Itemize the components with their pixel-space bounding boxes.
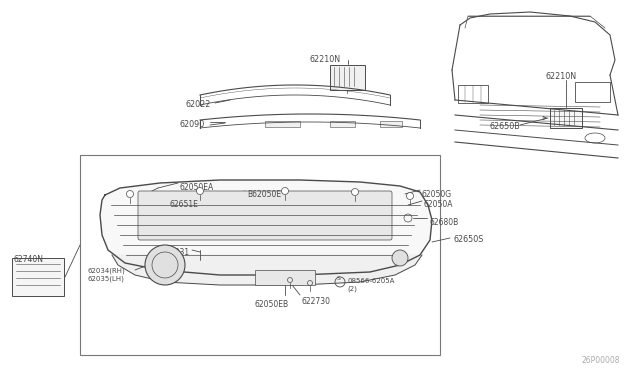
Text: 622730: 622730 — [302, 297, 331, 306]
Text: 62050A: 62050A — [424, 200, 454, 209]
Text: 62050EB: 62050EB — [255, 300, 289, 309]
Bar — [255, 270, 315, 285]
Text: S: S — [337, 276, 341, 280]
Text: 62210N: 62210N — [545, 72, 576, 81]
Bar — [265, 121, 300, 127]
Bar — [330, 121, 355, 127]
Text: 62650S: 62650S — [453, 235, 483, 244]
Circle shape — [282, 187, 289, 195]
Circle shape — [351, 189, 358, 196]
Bar — [458, 85, 488, 103]
Text: 62050G: 62050G — [422, 190, 452, 199]
Bar — [12, 258, 64, 296]
Text: 62740N: 62740N — [14, 255, 44, 264]
Polygon shape — [100, 180, 432, 275]
Circle shape — [406, 192, 413, 199]
Text: 62090: 62090 — [180, 120, 205, 129]
Text: 62651E: 62651E — [170, 200, 199, 209]
Circle shape — [392, 250, 408, 266]
Text: 62650B: 62650B — [490, 122, 521, 131]
Text: 62034(RH): 62034(RH) — [88, 268, 125, 275]
Bar — [550, 108, 582, 128]
Bar — [575, 82, 610, 102]
Circle shape — [127, 190, 134, 198]
Text: B62050E: B62050E — [247, 190, 281, 199]
Circle shape — [145, 245, 185, 285]
Text: 62680B: 62680B — [429, 218, 458, 227]
Bar — [380, 121, 402, 127]
Bar — [330, 65, 365, 90]
Text: 62022: 62022 — [185, 100, 211, 109]
Text: 62031: 62031 — [165, 248, 189, 257]
Text: 62050EA: 62050EA — [180, 183, 214, 192]
Text: 26P00008: 26P00008 — [582, 356, 620, 365]
Circle shape — [196, 187, 204, 195]
Polygon shape — [112, 255, 422, 285]
Text: 08566-6205A: 08566-6205A — [347, 278, 394, 284]
Text: 62210N: 62210N — [309, 55, 340, 64]
Text: 62035(LH): 62035(LH) — [88, 276, 125, 282]
Text: (2): (2) — [347, 286, 357, 292]
Bar — [80, 155, 440, 355]
FancyBboxPatch shape — [138, 191, 392, 240]
